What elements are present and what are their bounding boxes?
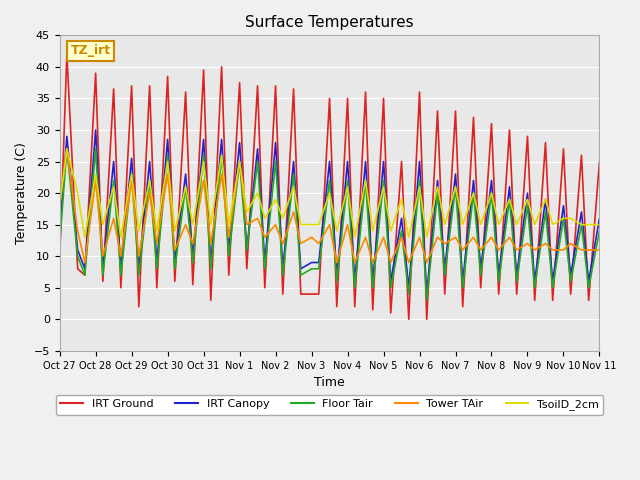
Legend: IRT Ground, IRT Canopy, Floor Tair, Tower TAir, TsoilD_2cm: IRT Ground, IRT Canopy, Floor Tair, Towe… (56, 395, 603, 415)
Title: Surface Temperatures: Surface Temperatures (245, 15, 414, 30)
Y-axis label: Temperature (C): Temperature (C) (15, 142, 28, 244)
X-axis label: Time: Time (314, 376, 345, 389)
Text: TZ_irt: TZ_irt (70, 44, 111, 57)
